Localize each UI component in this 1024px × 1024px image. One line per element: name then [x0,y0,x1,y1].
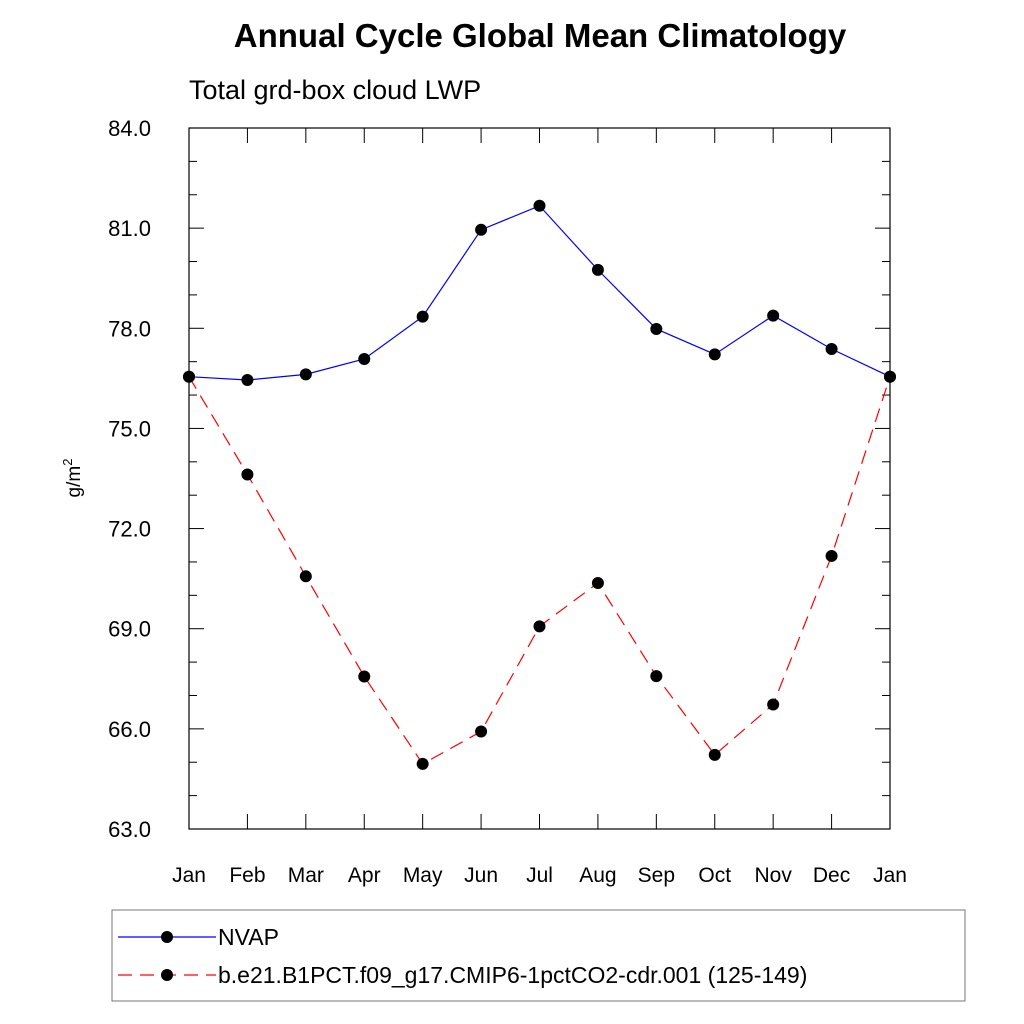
legend-label: b.e21.B1PCT.f09_g17.CMIP6-1pctCO2-cdr.00… [218,962,807,988]
legend-label: NVAP [218,924,279,950]
data-point [416,757,429,770]
y-tick-label: 69.0 [108,617,151,642]
legend-box [111,909,966,1002]
series-layer [183,199,896,770]
x-tick-label: Mar [288,864,324,887]
y-tick-label: 75.0 [108,416,151,441]
y-axis-label: g/m2 [60,459,85,498]
data-point [416,310,429,323]
data-point [708,748,721,761]
series-line [188,205,891,381]
x-tick-label: Feb [229,864,265,887]
plot-frame [188,127,891,830]
y-tick-label: 66.0 [108,717,151,742]
x-tick-label: Oct [698,864,731,887]
legend-item-1: NVAP [118,924,279,950]
data-point [650,322,663,335]
data-point [767,698,780,711]
y-tick-label: 81.0 [108,216,151,241]
series-2 [183,370,896,770]
data-point [825,342,838,355]
chart-title: Annual Cycle Global Mean Climatology [234,17,847,54]
x-tick-label: Sep [638,864,675,887]
y-tick-label: 72.0 [108,517,151,542]
data-point [358,670,371,683]
legend: NVAP b.e21.B1PCT.f09_g17.CMIP6-1pctCO2-cd… [118,924,807,988]
series-1 [183,199,896,387]
chart-subtitle: Total grd-box cloud LWP [189,75,481,105]
data-point [299,368,312,381]
x-tick-label: Jan [172,864,206,887]
axes: Jan Feb Mar Apr May Jun Jul Aug Sep Oct Nov Dec Jan 6… [108,116,907,887]
x-tick-label: Apr [348,864,381,887]
series-line [188,376,891,765]
x-tick-label: Dec [813,864,850,887]
data-point [241,468,254,481]
data-point [591,576,604,589]
y-tick-label: 78.0 [108,316,151,341]
y-tick-label: 63.0 [108,817,151,842]
x-tick-label: Aug [579,864,616,887]
legend-marker [161,931,173,943]
x-tick-label: Jan [873,864,907,887]
data-point [241,374,254,387]
x-tick-label: May [403,864,443,887]
data-point [533,199,546,212]
y-tick-label: 84.0 [108,116,151,141]
x-tick-label: Nov [754,864,792,887]
data-point [533,620,546,633]
legend-item-2: b.e21.B1PCT.f09_g17.CMIP6-1pctCO2-cdr.00… [118,962,807,988]
data-point [358,352,371,365]
legend-marker [161,969,173,981]
data-point [475,223,488,236]
data-point [299,570,312,583]
data-point [825,549,838,562]
data-point [650,670,663,683]
data-point [708,348,721,361]
y-axis-label-unit: g/m [64,466,85,498]
data-point [475,725,488,738]
data-point [767,309,780,322]
x-tick-label: Jul [526,864,553,887]
y-axis-label-exponent: 2 [60,459,75,466]
data-point [183,370,195,383]
data-point [591,263,604,276]
data-point [884,370,896,383]
x-tick-label: Jun [464,864,498,887]
